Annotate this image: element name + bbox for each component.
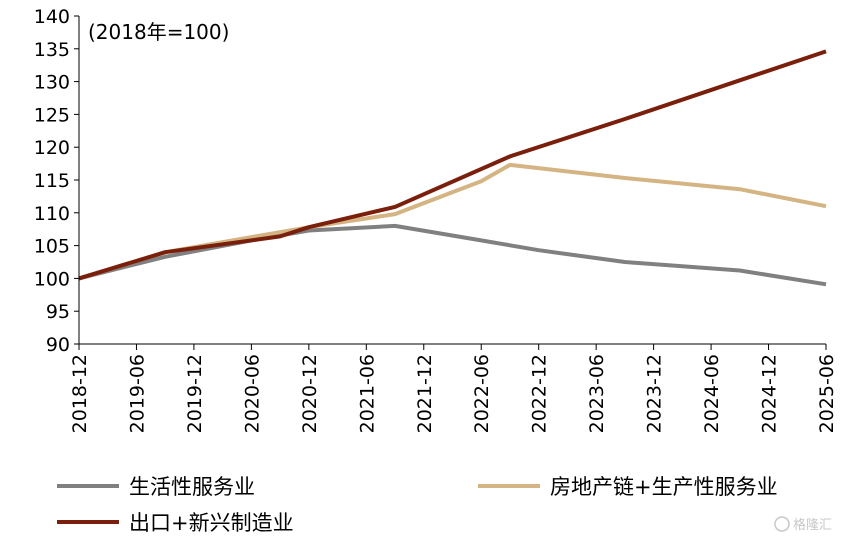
legend-label-3: 出口+新兴制造业 xyxy=(129,511,294,535)
series-line-1 xyxy=(78,223,827,287)
x-tick-label: 2020-06 xyxy=(241,354,263,433)
x-tick-label: 2022-06 xyxy=(471,354,493,433)
y-tick-label: 125 xyxy=(34,104,70,126)
x-tick-label: 2019-06 xyxy=(126,354,148,433)
x-tick-label: 2021-12 xyxy=(414,354,436,433)
x-tick-label: 2024-12 xyxy=(759,354,781,433)
x-tick-label: 2023-06 xyxy=(586,354,608,433)
x-tick-label: 2020-12 xyxy=(299,354,321,433)
watermark: 格隆汇 xyxy=(774,516,832,533)
chart-annotation: (2018年=100) xyxy=(88,20,229,44)
x-tick-label: 2018-12 xyxy=(69,354,91,433)
y-tick-label: 100 xyxy=(34,268,70,290)
x-tick-label: 2022-12 xyxy=(529,354,551,433)
y-tick-label: 90 xyxy=(46,334,70,356)
y-tick-label: 105 xyxy=(34,236,70,258)
y-tick-label: 115 xyxy=(34,170,70,192)
y-tick-label: 130 xyxy=(34,72,70,94)
series-line-3 xyxy=(78,49,827,281)
legend-label-2: 房地产链+生产性服务业 xyxy=(550,475,778,499)
x-tick-label: 2021-06 xyxy=(356,354,378,433)
x-tick-label: 2019-12 xyxy=(184,354,206,433)
y-tick-label: 110 xyxy=(34,203,70,225)
x-tick-label: 2024-06 xyxy=(701,354,723,433)
x-tick-label: 2023-12 xyxy=(644,354,666,433)
x-tick-label: 2025-06 xyxy=(816,354,838,433)
y-tick-label: 135 xyxy=(34,39,70,61)
watermark-text: 格隆汇 xyxy=(793,517,832,533)
y-tick-label: 140 xyxy=(34,6,70,28)
legend-label-1: 生活性服务业 xyxy=(129,475,255,499)
watermark-logo-icon xyxy=(774,516,790,532)
y-tick-label: 95 xyxy=(46,301,70,323)
y-tick-label: 120 xyxy=(34,137,70,159)
